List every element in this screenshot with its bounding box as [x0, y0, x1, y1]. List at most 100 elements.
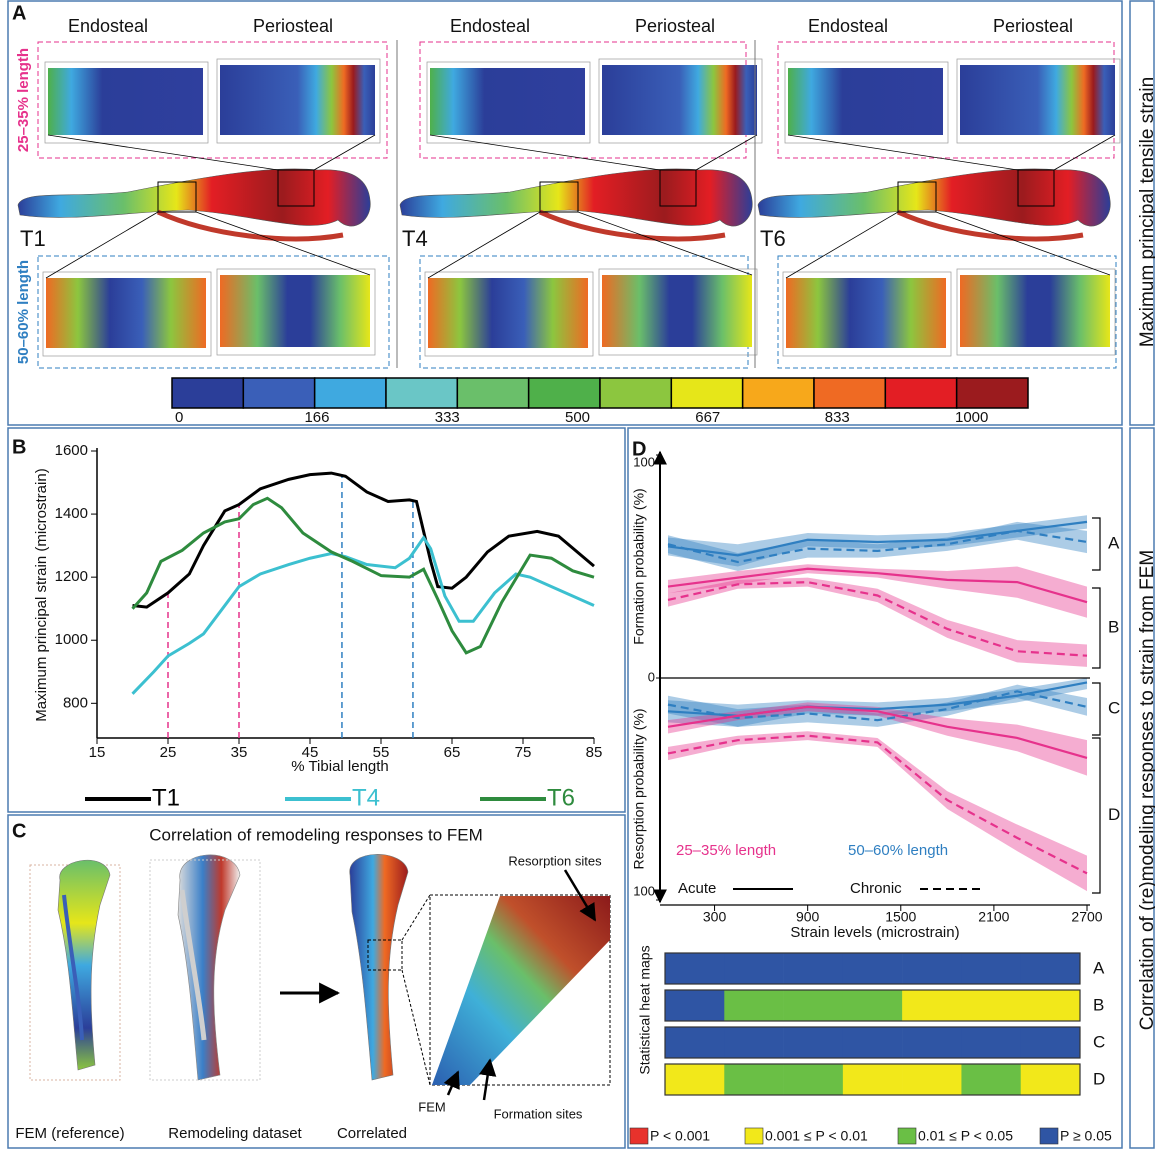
- wireframe: [44, 61, 209, 144]
- column-header: Endosteal: [68, 16, 148, 36]
- data-line: [131, 496, 595, 655]
- data-line: [667, 690, 1088, 722]
- annotation: Resorption sites: [508, 853, 602, 868]
- x-tick-label: 900: [796, 909, 820, 925]
- data-line: [667, 734, 1088, 875]
- legend-swatch: [897, 1127, 917, 1145]
- heatmap-cell: [724, 1064, 784, 1095]
- panel-label: A: [12, 2, 26, 24]
- heatmap-cell: [1020, 1027, 1081, 1058]
- panel-a-column: Endosteal Periosteal T4: [399, 16, 763, 369]
- colorbar-tick-label: 833: [825, 409, 850, 426]
- column-header: Periosteal: [993, 16, 1073, 36]
- y-tick-label: 1600: [55, 442, 88, 459]
- bone-image: [349, 854, 409, 1081]
- section-image: [428, 278, 588, 348]
- heatmap-cell: [842, 990, 903, 1021]
- x-tick-label: 2700: [1071, 909, 1102, 925]
- heatmap-cell: [783, 1027, 844, 1058]
- heatmap-row-label: D: [1093, 1069, 1105, 1088]
- zoom-line: [577, 211, 753, 276]
- panel-d-frame: [627, 427, 1123, 1149]
- heatmap-cell: [665, 1064, 725, 1095]
- data-line: [667, 705, 1088, 759]
- data-line: [667, 581, 1088, 657]
- wireframe: [956, 268, 1116, 356]
- arrow: [479, 1058, 497, 1101]
- region-label: 25–35% length: [15, 48, 32, 152]
- heatmap-row-label: B: [1093, 995, 1104, 1014]
- bounding-box: [149, 859, 261, 1081]
- bracket-label: B: [1108, 617, 1119, 636]
- confidence-band: [668, 564, 1087, 618]
- zoom-box: [367, 939, 403, 971]
- zoom-image: [432, 896, 610, 1085]
- heatmap-cell: [783, 1064, 844, 1095]
- panel-a-frame: [7, 0, 1123, 426]
- zoom-box: [659, 169, 697, 207]
- section-image: [786, 278, 946, 348]
- colorbar-segment: [741, 377, 815, 409]
- colorbar-tick-label: 166: [304, 409, 329, 426]
- section-image: [220, 65, 375, 135]
- x-tick-label: 45: [302, 744, 319, 761]
- heatmap-cell: [665, 953, 725, 984]
- x-tick-label: 1500: [885, 909, 916, 925]
- x-axis-title: Strain levels (microstrain): [790, 924, 959, 941]
- panel-c: Correlation of remodeling responses to F…: [15, 825, 611, 1142]
- column-header: Periosteal: [635, 16, 715, 36]
- confidence-band: [668, 702, 1087, 776]
- heatmap-cell: [961, 953, 1022, 984]
- heatmap-cell: [724, 990, 784, 1021]
- wireframe: [956, 58, 1121, 144]
- heatmap-row-frame: [664, 989, 1081, 1022]
- bone-fibula: [896, 209, 1084, 242]
- colorbar-segment: [813, 377, 887, 409]
- heatmap-cell: [783, 953, 844, 984]
- panel-a-column: Endosteal Periosteal T1: [17, 16, 390, 369]
- heatmap-cell: [842, 1064, 903, 1095]
- confidence-band: [668, 521, 1087, 571]
- heatmap-cell: [902, 1027, 962, 1058]
- heatmap-row-label: C: [1093, 1032, 1105, 1051]
- data-line: [131, 535, 595, 695]
- panel-b-frame: [7, 427, 626, 813]
- bracket: [1092, 587, 1101, 669]
- section-image: [788, 68, 943, 135]
- zoom-box: [1017, 169, 1055, 207]
- wireframe: [782, 271, 952, 357]
- legend-label: T1: [152, 784, 180, 811]
- legend-swatch: [1039, 1127, 1059, 1145]
- heatmap-cell: [783, 990, 844, 1021]
- section-image: [220, 275, 370, 347]
- caption: Correlated: [337, 1125, 407, 1142]
- heatmap-cell: [665, 990, 725, 1021]
- heatmap-cell: [961, 990, 1022, 1021]
- wireframe: [216, 268, 376, 356]
- data-line: [132, 471, 595, 609]
- legend-label: Chronic: [850, 880, 902, 897]
- bone-fibula: [62, 894, 84, 1041]
- bone-fibula: [179, 889, 207, 1041]
- arrow: [443, 1070, 460, 1096]
- bracket: [1092, 682, 1101, 736]
- zoom-line: [935, 211, 1111, 276]
- colorbar-segment: [385, 377, 459, 409]
- y-axis-title: Resorption probability (%): [631, 708, 647, 869]
- colorbar-segment: [313, 377, 387, 409]
- heatmap-row-frame: [664, 1063, 1081, 1096]
- zoom-line: [401, 969, 431, 1086]
- confidence-band: [668, 577, 1087, 667]
- section-image: [430, 68, 585, 135]
- bracket-label: D: [1108, 805, 1120, 824]
- column-header: Endosteal: [808, 16, 888, 36]
- bone-fibula: [538, 209, 726, 242]
- annotation: Formation sites: [494, 1106, 583, 1121]
- legend-label: T6: [547, 784, 575, 811]
- section-image: [48, 68, 203, 135]
- panel-title: Correlation of remodeling responses to F…: [149, 825, 483, 844]
- heatmap-cell: [842, 953, 903, 984]
- zoom-line: [695, 134, 758, 171]
- side-frame-d: [1129, 427, 1155, 1149]
